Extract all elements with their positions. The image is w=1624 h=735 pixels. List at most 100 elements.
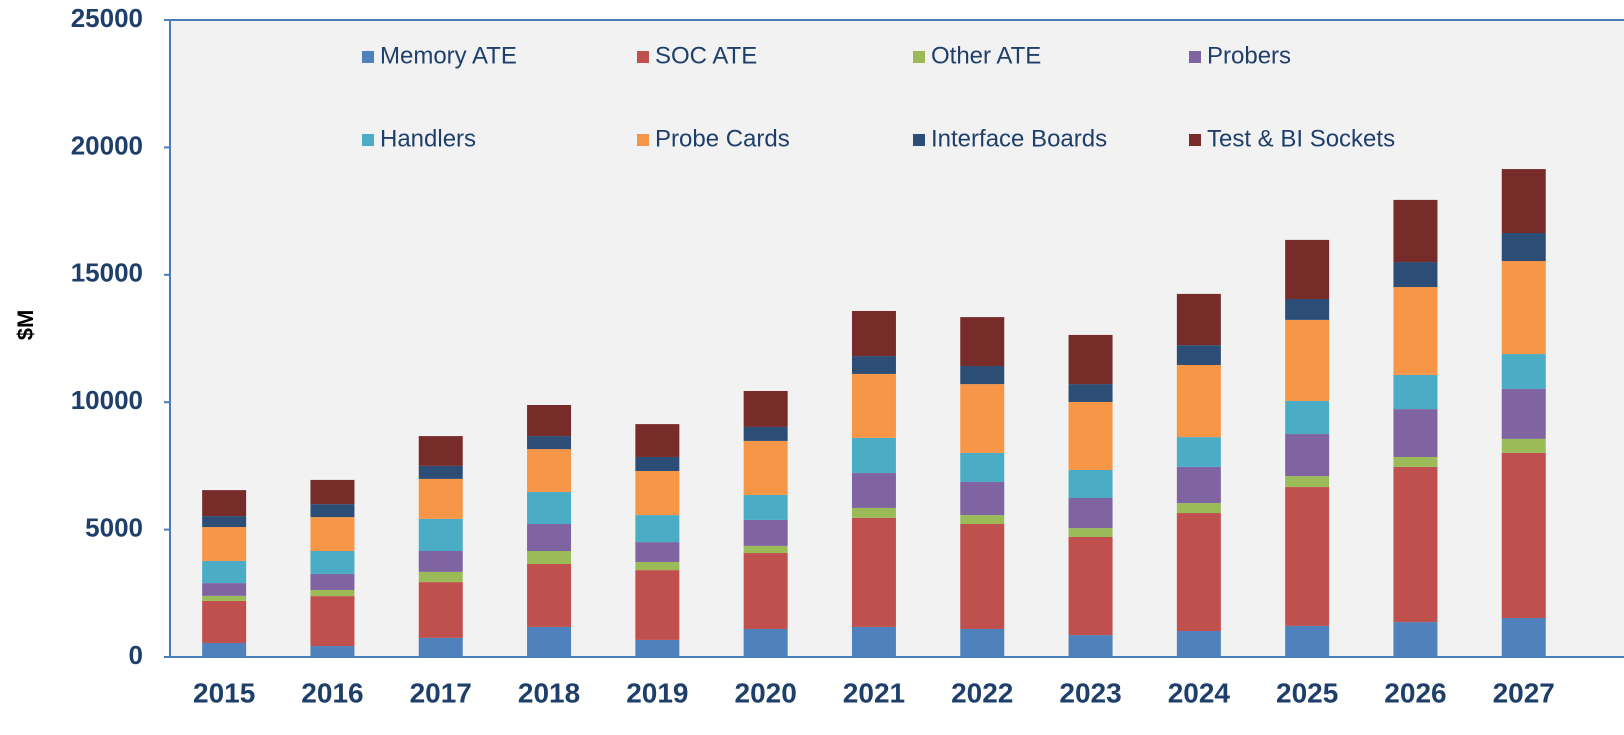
bar-segment	[743, 545, 788, 554]
bar-segment	[1176, 631, 1221, 657]
bar-segment	[1285, 400, 1330, 435]
bar-segment	[960, 523, 1005, 629]
legend-label: Memory ATE	[380, 42, 517, 69]
bar-segment	[1393, 466, 1438, 623]
y-tick-label: 0	[129, 640, 143, 670]
bar-segment	[1176, 513, 1221, 632]
y-tick-label: 5000	[85, 512, 143, 542]
legend-swatch	[362, 51, 374, 63]
bar-segment	[960, 366, 1005, 385]
legend-swatch	[1189, 51, 1201, 63]
bar-segment	[1501, 452, 1546, 619]
bar-segment	[743, 553, 788, 629]
x-tick-label: 2023	[1059, 677, 1121, 708]
legend-label: Test & BI Sockets	[1207, 125, 1395, 152]
bar-segment	[1176, 364, 1221, 438]
bar-segment	[1285, 319, 1330, 401]
legend-label: SOC ATE	[655, 42, 757, 69]
bar-segment	[743, 390, 788, 427]
x-tick-label: 2020	[735, 677, 797, 708]
bar-segment	[1393, 409, 1438, 457]
bar-segment	[743, 519, 788, 546]
bar-segment	[310, 596, 355, 647]
bar-segment	[527, 436, 572, 450]
legend-label: Probers	[1207, 42, 1291, 69]
bar-segment	[1501, 354, 1546, 389]
bar-segment	[1393, 456, 1438, 467]
bar-segment	[418, 551, 463, 572]
bar-segment	[418, 478, 463, 519]
y-tick-label: 15000	[71, 258, 143, 288]
y-tick-label: 25000	[71, 3, 143, 33]
bar-segment	[310, 573, 355, 590]
x-tick-label: 2018	[518, 677, 580, 708]
x-tick-label: 2017	[410, 677, 472, 708]
bar-segment	[851, 356, 896, 374]
bar-segment	[527, 449, 572, 492]
bar-segment	[1285, 299, 1330, 320]
bar-segment	[851, 517, 896, 627]
bar-segment	[202, 560, 247, 584]
bar-segment	[1285, 487, 1330, 626]
bar-segment	[1393, 262, 1438, 288]
bar-segment	[851, 437, 896, 474]
bar-segment	[527, 405, 572, 437]
bar-segment	[1068, 528, 1113, 537]
bar-segment	[527, 563, 572, 627]
bar-segment	[1501, 618, 1546, 657]
bar-segment	[310, 504, 355, 518]
bar-segment	[1176, 503, 1221, 514]
bar-segment	[1176, 437, 1221, 467]
bar-segment	[202, 600, 247, 643]
bar-segment	[743, 440, 788, 495]
legend-swatch	[1189, 134, 1201, 146]
bar-segment	[635, 570, 680, 640]
legend-label: Probe Cards	[655, 125, 790, 152]
bar-segment	[202, 583, 247, 596]
bar-segment	[1068, 401, 1113, 470]
legend-label: Other ATE	[931, 42, 1041, 69]
bar-segment	[1501, 169, 1546, 234]
bar-segment	[1501, 261, 1546, 355]
bar-segment	[743, 426, 788, 441]
bar-segment	[851, 626, 896, 657]
x-tick-label: 2022	[951, 677, 1013, 708]
bar-segment	[202, 516, 247, 528]
bar-segment	[851, 507, 896, 518]
bar-segment	[635, 456, 680, 471]
bar-segment	[1501, 233, 1546, 262]
bar-segment	[1285, 239, 1330, 300]
bar-segment	[851, 373, 896, 438]
bar-segment	[1068, 498, 1113, 529]
bar-segment	[960, 317, 1005, 367]
plot-area	[169, 19, 1624, 658]
legend-swatch	[913, 51, 925, 63]
bar-segment	[418, 436, 463, 466]
x-tick-label: 2026	[1384, 677, 1446, 708]
y-axis-label: $M	[13, 310, 38, 341]
bar-segment	[960, 515, 1005, 524]
bar-segment	[1176, 345, 1221, 365]
bar-segment	[851, 473, 896, 508]
legend-swatch	[637, 134, 649, 146]
bar-segment	[527, 551, 572, 564]
bar-segment	[418, 582, 463, 638]
bar-segment	[418, 571, 463, 583]
bar-segment	[527, 491, 572, 524]
bar-segment	[1393, 622, 1438, 657]
bar-segment	[527, 523, 572, 552]
bar-segment	[1068, 334, 1113, 385]
bar-segment	[1285, 476, 1330, 488]
bar-segment	[1176, 293, 1221, 346]
bar-segment	[635, 470, 680, 516]
bar-segment	[202, 490, 247, 517]
bar-segment	[1501, 388, 1546, 439]
bar-segment	[1068, 635, 1113, 657]
bar-segment	[1501, 438, 1546, 453]
bar-segment	[310, 589, 355, 597]
x-tick-label: 2016	[301, 677, 363, 708]
legend-label: Interface Boards	[931, 125, 1107, 152]
legend-swatch	[913, 134, 925, 146]
bar-segment	[1068, 384, 1113, 402]
